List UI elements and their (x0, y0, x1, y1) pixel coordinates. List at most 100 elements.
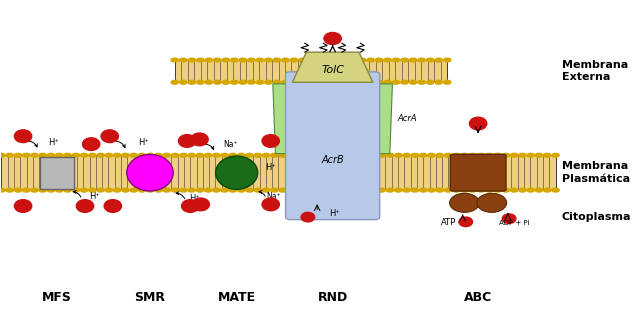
Circle shape (14, 188, 22, 192)
Circle shape (64, 188, 71, 192)
Ellipse shape (469, 117, 487, 130)
Circle shape (312, 188, 319, 192)
Text: H⁺: H⁺ (265, 163, 276, 172)
Circle shape (386, 153, 394, 157)
Circle shape (14, 153, 22, 157)
Circle shape (502, 188, 509, 192)
Circle shape (180, 153, 187, 157)
Circle shape (401, 80, 408, 84)
Circle shape (401, 58, 408, 62)
Circle shape (307, 80, 315, 84)
Circle shape (412, 188, 419, 192)
FancyBboxPatch shape (285, 72, 380, 220)
Circle shape (410, 80, 417, 84)
Circle shape (47, 188, 55, 192)
Circle shape (147, 188, 154, 192)
Bar (175, 60, 447, 82)
Text: Na⁺: Na⁺ (267, 192, 281, 201)
Circle shape (23, 153, 30, 157)
Circle shape (426, 58, 434, 62)
Circle shape (265, 80, 272, 84)
Circle shape (113, 188, 121, 192)
Circle shape (188, 188, 195, 192)
Circle shape (0, 188, 5, 192)
Circle shape (494, 188, 501, 192)
Ellipse shape (182, 200, 199, 212)
Circle shape (213, 188, 220, 192)
Ellipse shape (262, 198, 279, 211)
Circle shape (384, 80, 392, 84)
Circle shape (273, 80, 281, 84)
Polygon shape (273, 84, 289, 154)
Circle shape (270, 188, 278, 192)
Circle shape (23, 188, 30, 192)
Text: MATE: MATE (218, 291, 256, 304)
Circle shape (47, 153, 55, 157)
Circle shape (486, 188, 493, 192)
Circle shape (477, 153, 485, 157)
Circle shape (31, 153, 38, 157)
Circle shape (527, 153, 535, 157)
Circle shape (205, 80, 213, 84)
Text: H⁺: H⁺ (330, 209, 341, 219)
Circle shape (436, 188, 444, 192)
Ellipse shape (14, 200, 32, 212)
Circle shape (378, 153, 386, 157)
Circle shape (138, 153, 146, 157)
Circle shape (419, 188, 427, 192)
Circle shape (171, 153, 179, 157)
Circle shape (31, 188, 38, 192)
Ellipse shape (101, 130, 118, 142)
Circle shape (281, 80, 289, 84)
Circle shape (511, 188, 518, 192)
Circle shape (544, 153, 551, 157)
Circle shape (287, 153, 294, 157)
Circle shape (138, 188, 146, 192)
Circle shape (231, 80, 238, 84)
Circle shape (428, 153, 435, 157)
Circle shape (64, 153, 71, 157)
Circle shape (444, 188, 451, 192)
Circle shape (469, 153, 477, 157)
Text: TolC: TolC (321, 65, 344, 75)
Circle shape (122, 188, 129, 192)
Circle shape (410, 58, 417, 62)
Circle shape (171, 188, 179, 192)
Circle shape (403, 153, 410, 157)
Text: SMR: SMR (135, 291, 166, 304)
Circle shape (333, 58, 340, 62)
Circle shape (155, 153, 162, 157)
Circle shape (229, 153, 237, 157)
Text: ABC: ABC (464, 291, 492, 304)
Circle shape (418, 80, 425, 84)
Circle shape (333, 80, 340, 84)
Text: H⁺: H⁺ (138, 138, 149, 147)
Text: Membrana
Plasmática: Membrana Plasmática (562, 162, 630, 184)
Circle shape (392, 58, 400, 62)
Ellipse shape (76, 200, 93, 212)
Circle shape (246, 188, 253, 192)
Text: AcrB: AcrB (321, 155, 344, 165)
Circle shape (337, 188, 344, 192)
Circle shape (113, 153, 121, 157)
Circle shape (304, 153, 311, 157)
Circle shape (375, 58, 383, 62)
Bar (1, 155, 556, 190)
Circle shape (535, 188, 543, 192)
Circle shape (6, 153, 14, 157)
FancyArrowPatch shape (259, 191, 265, 196)
Circle shape (354, 188, 361, 192)
Circle shape (367, 80, 374, 84)
Circle shape (221, 153, 229, 157)
Circle shape (246, 153, 253, 157)
Circle shape (256, 58, 263, 62)
Circle shape (361, 188, 369, 192)
Circle shape (461, 188, 468, 192)
Circle shape (89, 188, 96, 192)
Text: AcrA: AcrA (397, 114, 417, 123)
Circle shape (494, 153, 501, 157)
Circle shape (469, 188, 477, 192)
Circle shape (180, 188, 187, 192)
Circle shape (171, 58, 178, 62)
FancyArrowPatch shape (176, 192, 185, 199)
